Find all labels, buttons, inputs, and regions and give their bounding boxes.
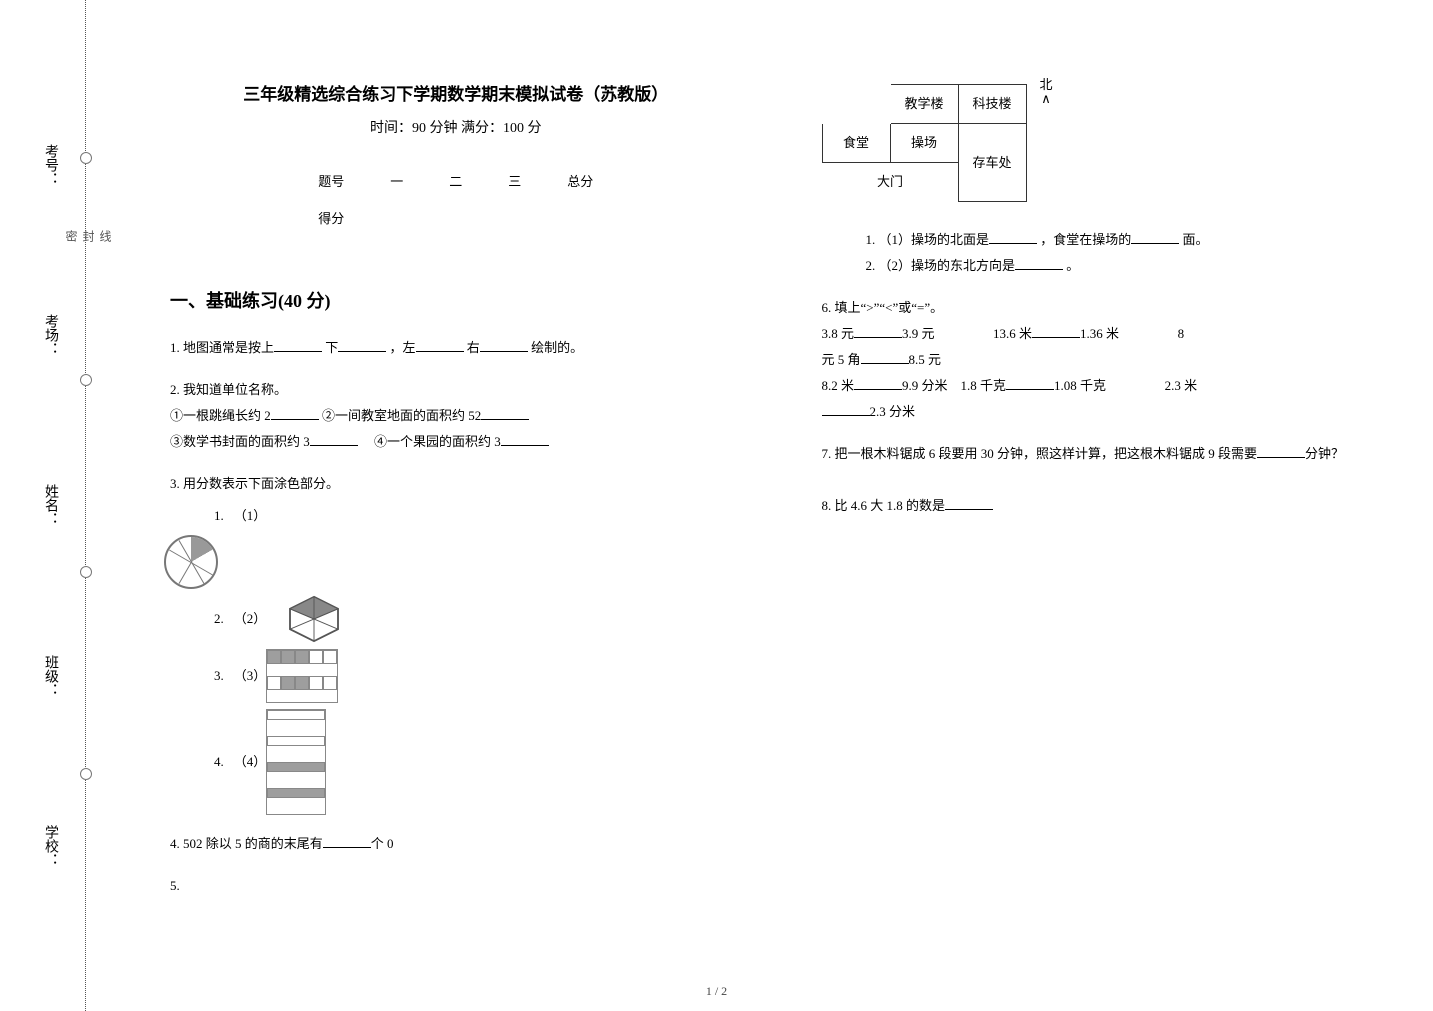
grid-icon [266, 649, 338, 703]
score-th: 三 [486, 163, 543, 198]
map-cell-playground: 操场 [890, 124, 958, 163]
score-th: 二 [427, 163, 484, 198]
vlabel-class: 班级： [40, 655, 60, 697]
score-th: 一 [368, 163, 425, 198]
map-cell-canteen: 食堂 [822, 124, 890, 163]
question-8: 8. 比 4.6 大 1.8 的数是 [822, 493, 1394, 519]
vlabel-examno: 考号： [40, 144, 60, 186]
page-content: 三年级精选综合练习下学期数学期末模拟试卷（苏教版） 时间：90 分钟 满分：10… [170, 80, 1393, 981]
fraction-item-4: 4. （4） [214, 709, 742, 815]
score-table: 题号 一 二 三 总分 得分 [294, 161, 617, 237]
question-3: 3. 用分数表示下面涂色部分。 1. （1） 2. （2） [170, 471, 742, 815]
hexagon-icon [286, 595, 342, 643]
question-2-lead: 2. 我知道单位名称。 [170, 377, 742, 403]
fraction-item-3: 3. （3） [214, 649, 742, 703]
question-2: 2. 我知道单位名称。 ①一根跳绳长约 2 ②一间教室地面的面积约 52 ③数学… [170, 377, 742, 455]
vlabel-room: 考场： [40, 314, 60, 356]
table-row: 得分 [296, 200, 615, 235]
grid-icon [266, 709, 326, 815]
map-cell-teach: 教学楼 [890, 85, 958, 124]
fraction-item-2: 2. （2） [214, 595, 742, 643]
score-td: 得分 [296, 200, 366, 235]
north-indicator: 北 ∧ [1039, 78, 1052, 107]
map-cell-gate-row: 大门 [822, 163, 958, 202]
score-th: 题号 [296, 163, 366, 198]
table-row: 题号 一 二 三 总分 [296, 163, 615, 198]
question-4: 4. 502 除以 5 的商的末尾有个 0 [170, 831, 742, 857]
score-th: 总分 [545, 163, 615, 198]
question-7: 7. 把一根木料锯成 6 段要用 30 分钟，照这样计算，把这根木料锯成 9 段… [822, 441, 1394, 467]
section-1-heading: 一、基础练习(40 分) [170, 287, 742, 313]
vlabel-name: 姓名： [40, 484, 60, 526]
campus-map: 教学楼 科技楼 食堂 操场 存车处 大门 北 ∧ [822, 80, 1027, 212]
vertical-label-column: 考号： 考场： 姓名： 班级： 学校： [35, 0, 65, 1011]
page-footer: 1 / 2 [706, 984, 727, 999]
seal-line-chars: 线 封 密 [102, 0, 114, 1011]
question-1: 1. 地图通常是按上 下 ，左 右 绘制的。 [170, 335, 742, 361]
vlabel-school: 学校： [40, 825, 60, 867]
question-6: 6. 填上“>”“<”或“=”。 3.8 元3.9 元 13.6 米1.36 米… [822, 295, 1394, 425]
map-cell-parking: 存车处 [958, 124, 1026, 202]
map-cell-tech: 科技楼 [958, 85, 1026, 124]
pie-icon [164, 535, 218, 589]
question-3-lead: 3. 用分数表示下面涂色部分。 [170, 471, 742, 497]
exam-subtitle: 时间：90 分钟 满分：100 分 [170, 117, 742, 137]
exam-title: 三年级精选综合练习下学期数学期末模拟试卷（苏教版） [170, 80, 742, 105]
fraction-item-1: 1. （1） [214, 503, 742, 529]
